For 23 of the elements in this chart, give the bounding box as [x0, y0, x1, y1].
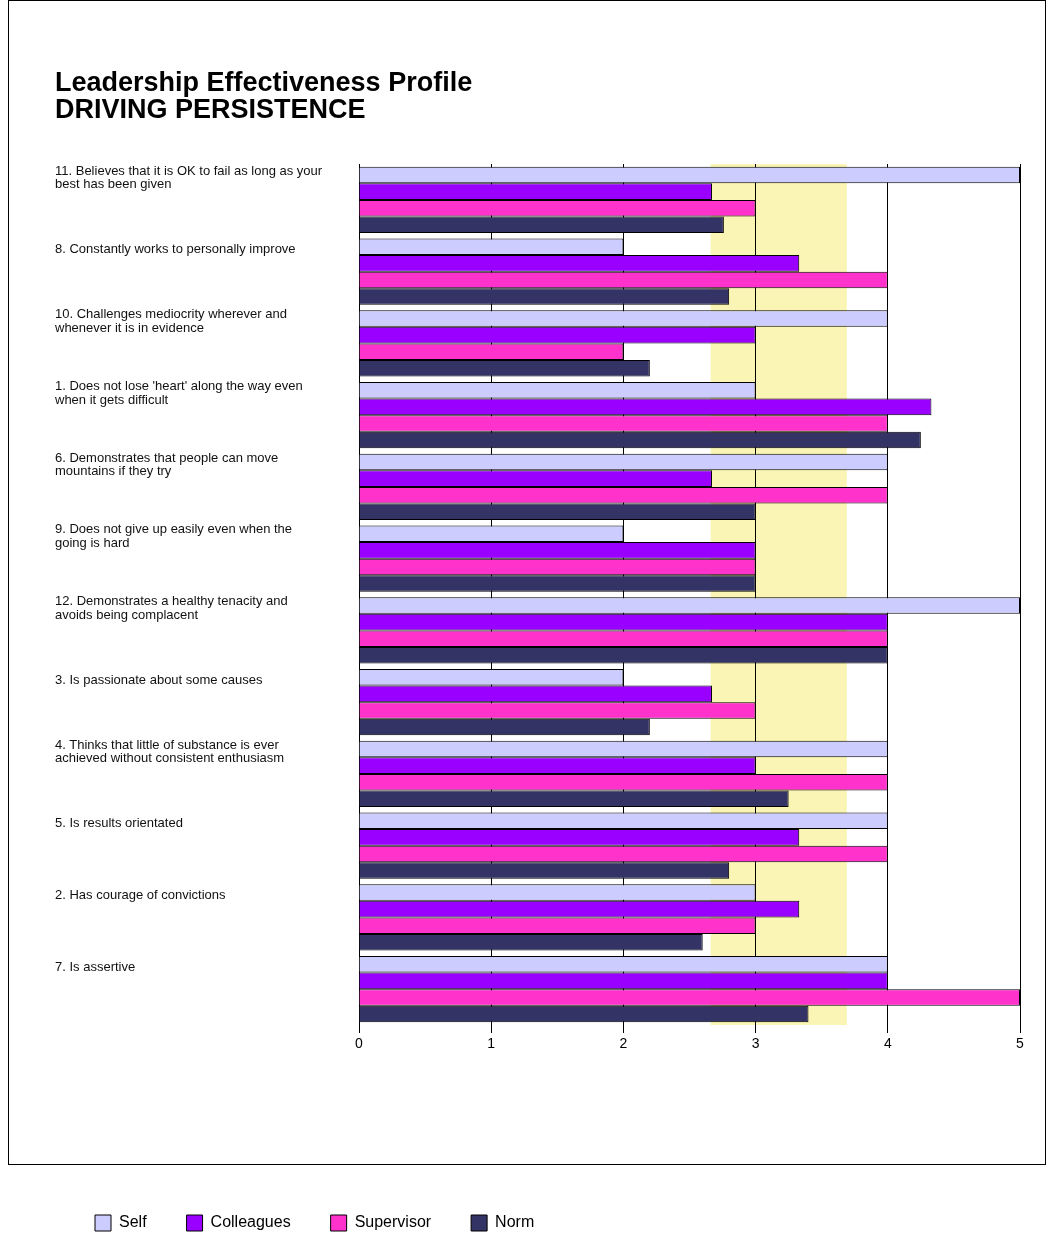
- y-tick-label: 9. Does not give up easily even when the going is hard: [55, 521, 293, 551]
- y-tick-label: 7. Is assertive: [55, 958, 136, 974]
- chart-title: Leadership Effectiveness Profile: [55, 66, 473, 97]
- y-tick-label: 12. Demonstrates a healthy tenacity and avoids being complacent: [55, 593, 288, 622]
- legend-label: Colleagues: [210, 1213, 291, 1231]
- y-tick-label: 1. Does not lose 'heart' along the way even when it gets difficult: [54, 377, 303, 407]
- x-tick-label: 4: [883, 1035, 892, 1052]
- y-tick-label: 4. Thinks that little of substance is ever achieved without consistent enthusiasm: [55, 736, 285, 766]
- y-tick-label: 5. Is results orientated: [55, 815, 183, 831]
- x-tick-label: 0: [355, 1035, 364, 1052]
- x-tick-label: 1: [487, 1035, 496, 1052]
- y-tick-label: 3. Is passionate about some causes: [55, 671, 263, 687]
- x-tick-label: 3: [751, 1035, 760, 1052]
- x-tick-label: 5: [1016, 1035, 1025, 1052]
- legend-label: Self: [119, 1213, 148, 1231]
- x-tick-label: 2: [619, 1035, 628, 1052]
- y-tick-label: 2. Has courage of convictions: [55, 886, 227, 902]
- y-tick-label: 10. Challenges mediocrity wherever and whenever it is in evidence: [54, 306, 287, 335]
- y-tick-label: 8. Constantly works to personally improve: [55, 241, 296, 257]
- y-tick-label: 6. Demonstrates that people can move mountains if they try: [55, 449, 279, 479]
- y-tick-label: 11. Believes that it is OK to fail as long as your best has been given: [55, 162, 323, 192]
- legend-label: Supervisor: [354, 1213, 432, 1231]
- legend-label: Norm: [495, 1213, 535, 1231]
